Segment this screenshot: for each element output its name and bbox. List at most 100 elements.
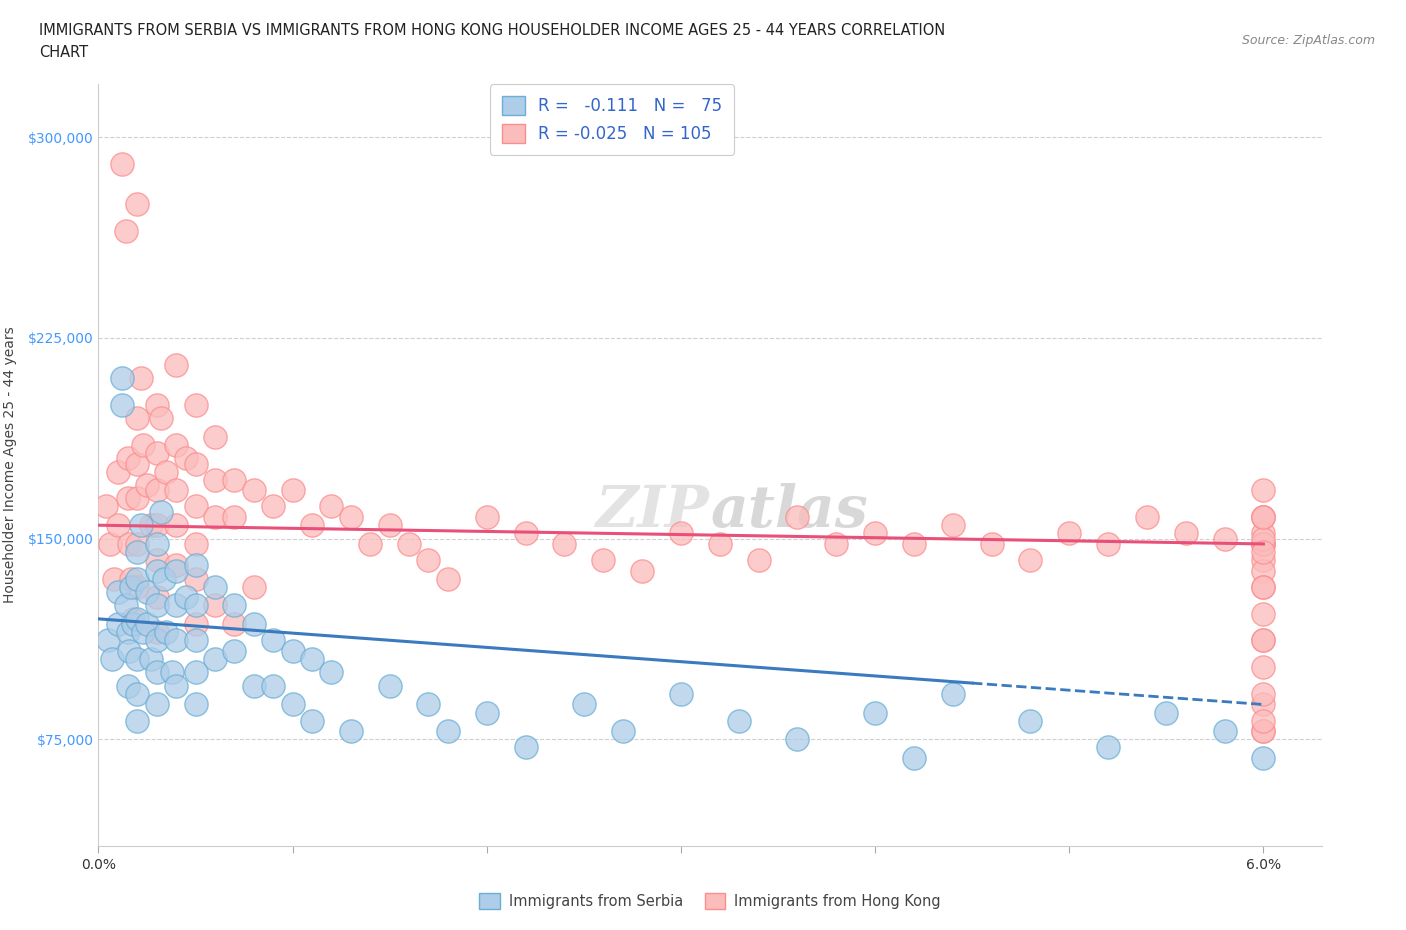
Point xyxy=(1253,537,1275,551)
Point xyxy=(129,518,152,533)
Point xyxy=(165,678,187,693)
Point xyxy=(475,705,498,720)
Point xyxy=(1253,525,1275,540)
Point xyxy=(117,451,139,466)
Point xyxy=(127,196,149,211)
Point xyxy=(165,558,187,573)
Point xyxy=(204,598,226,613)
Point xyxy=(165,564,187,578)
Point xyxy=(153,571,176,586)
Point xyxy=(1253,537,1275,551)
Point xyxy=(863,705,886,720)
Text: IMMIGRANTS FROM SERBIA VS IMMIGRANTS FROM HONG KONG HOUSEHOLDER INCOME AGES 25 -: IMMIGRANTS FROM SERBIA VS IMMIGRANTS FRO… xyxy=(39,23,946,38)
Point xyxy=(1057,525,1080,540)
Point xyxy=(174,590,197,604)
Point xyxy=(1253,531,1275,546)
Point xyxy=(1253,545,1275,560)
Point xyxy=(165,518,187,533)
Point xyxy=(96,499,118,514)
Point xyxy=(378,518,401,533)
Point xyxy=(224,510,246,525)
Point xyxy=(139,652,162,667)
Point xyxy=(903,537,925,551)
Point xyxy=(1097,537,1119,551)
Point xyxy=(204,579,226,594)
Point xyxy=(418,698,440,712)
Point xyxy=(117,625,139,640)
Point xyxy=(1156,705,1178,720)
Legend: Immigrants from Serbia, Immigrants from Hong Kong: Immigrants from Serbia, Immigrants from … xyxy=(474,887,946,915)
Point xyxy=(1253,537,1275,551)
Point xyxy=(1253,579,1275,594)
Point xyxy=(340,724,363,738)
Point xyxy=(281,698,304,712)
Text: CHART: CHART xyxy=(39,45,89,60)
Point xyxy=(437,571,460,586)
Point xyxy=(145,698,167,712)
Point xyxy=(1097,740,1119,755)
Point xyxy=(1253,751,1275,765)
Point xyxy=(145,483,167,498)
Point xyxy=(1253,606,1275,621)
Point xyxy=(127,411,149,426)
Point xyxy=(1253,564,1275,578)
Point xyxy=(145,397,167,412)
Point xyxy=(980,537,1002,551)
Point xyxy=(612,724,634,738)
Point xyxy=(592,552,614,567)
Point xyxy=(136,478,159,493)
Point xyxy=(118,537,141,551)
Point xyxy=(669,686,692,701)
Point xyxy=(117,491,139,506)
Point xyxy=(184,571,207,586)
Point xyxy=(1253,510,1275,525)
Point xyxy=(145,537,167,551)
Point xyxy=(184,698,207,712)
Point xyxy=(1174,525,1197,540)
Point xyxy=(242,579,264,594)
Point xyxy=(145,590,167,604)
Point xyxy=(127,545,149,560)
Point xyxy=(281,644,304,658)
Point xyxy=(101,652,124,667)
Point xyxy=(127,652,149,667)
Point xyxy=(136,617,159,631)
Point xyxy=(184,632,207,647)
Point xyxy=(1253,659,1275,674)
Point xyxy=(242,483,264,498)
Point xyxy=(398,537,420,551)
Point xyxy=(184,457,207,472)
Point xyxy=(1253,552,1275,567)
Point xyxy=(132,625,155,640)
Point xyxy=(262,632,284,647)
Point xyxy=(127,611,149,626)
Point xyxy=(111,370,134,385)
Point xyxy=(184,598,207,613)
Point xyxy=(145,625,167,640)
Point xyxy=(114,598,136,613)
Point xyxy=(418,552,440,567)
Point xyxy=(103,571,125,586)
Point xyxy=(204,472,226,487)
Point xyxy=(184,537,207,551)
Point xyxy=(942,686,965,701)
Point xyxy=(111,156,134,171)
Point xyxy=(281,483,304,498)
Point xyxy=(1253,686,1275,701)
Point xyxy=(359,537,381,551)
Point xyxy=(224,472,246,487)
Point xyxy=(1213,531,1236,546)
Point xyxy=(127,686,149,701)
Point xyxy=(165,357,187,372)
Point xyxy=(204,510,226,525)
Point xyxy=(184,558,207,573)
Point xyxy=(118,644,141,658)
Point xyxy=(184,499,207,514)
Point xyxy=(155,464,177,479)
Point xyxy=(174,451,197,466)
Point xyxy=(127,571,149,586)
Point xyxy=(475,510,498,525)
Point xyxy=(127,713,149,728)
Point xyxy=(1019,552,1042,567)
Point xyxy=(262,499,284,514)
